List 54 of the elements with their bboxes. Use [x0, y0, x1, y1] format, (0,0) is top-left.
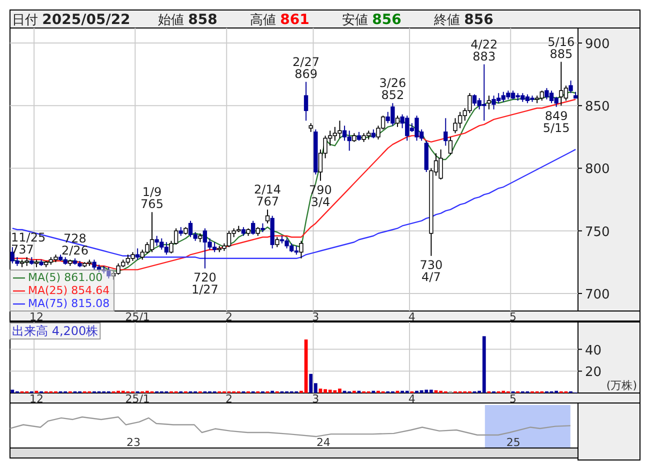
annotation: 安値 856: [342, 12, 402, 28]
x-tick-label: 25/1: [125, 310, 150, 324]
annotation: 720 1/27: [191, 270, 218, 296]
candlestick: [304, 81, 308, 122]
candlestick: [265, 209, 270, 224]
candlestick: [448, 136, 453, 155]
annotation: 高値 861: [250, 12, 310, 28]
candlestick: [299, 240, 304, 259]
candlestick: [251, 220, 256, 236]
x-tick-label: 23: [126, 436, 140, 449]
annotation: 2/27 869: [292, 54, 320, 81]
annotation: 3/26 852: [379, 76, 406, 102]
x-tick-label: 5: [510, 392, 517, 406]
annotation: 終値 856: [433, 12, 494, 28]
x-tick-label: 12: [29, 392, 44, 406]
annotation: 4/22 883: [470, 37, 498, 64]
x-tick-label: 24: [316, 436, 330, 449]
x-tick-label: 25/1: [125, 392, 150, 406]
x-tick-label: 5: [510, 310, 517, 324]
y-axis-title: (万株): [606, 379, 637, 392]
line-series: [12, 148, 576, 260]
annotation: 730 4/7: [420, 258, 443, 284]
candlestick: [395, 115, 400, 128]
x-tick-label: 12: [29, 310, 44, 324]
annotation: 1/9 765: [140, 185, 164, 212]
annotation: 728 2/26: [62, 231, 88, 258]
x-tick-label: 3: [312, 392, 320, 406]
x-tick-label: 4: [408, 392, 416, 406]
x-tick-label: 4: [408, 310, 416, 324]
x-tick-label: 2: [226, 310, 233, 324]
candlestick: [275, 236, 280, 248]
y-tick-label: 20: [585, 365, 602, 380]
candlestick: [135, 248, 140, 260]
y-tick-label: 40: [585, 343, 602, 358]
x-tick-label: 2: [226, 392, 233, 406]
y-tick-label: 850: [585, 100, 610, 115]
candlestick: [486, 95, 492, 110]
candlestick: [568, 80, 573, 94]
annotation: 出来高 4,200株: [12, 324, 98, 338]
x-tick-label: 25: [506, 436, 520, 449]
annotation: 849 5/15: [542, 108, 570, 135]
y-tick-label: 800: [585, 162, 610, 178]
legend-label: MA(75) 815.08: [28, 297, 110, 310]
x-tick-label: 3: [312, 310, 320, 324]
legend-label: MA(5) 861.00: [28, 271, 103, 284]
annotation: 5/16 885: [548, 34, 575, 61]
y-tick-label: 900: [585, 37, 610, 52]
y-tick-label: 700: [585, 287, 610, 302]
y-tick-label: 750: [585, 224, 610, 240]
annotation: 2/14 767: [254, 182, 281, 209]
annotation: 始値 858: [158, 12, 218, 28]
annotation: 日付 2025/05/22: [12, 12, 130, 28]
legend-label: MA(25) 854.64: [28, 284, 110, 297]
candlestick: [444, 118, 448, 146]
